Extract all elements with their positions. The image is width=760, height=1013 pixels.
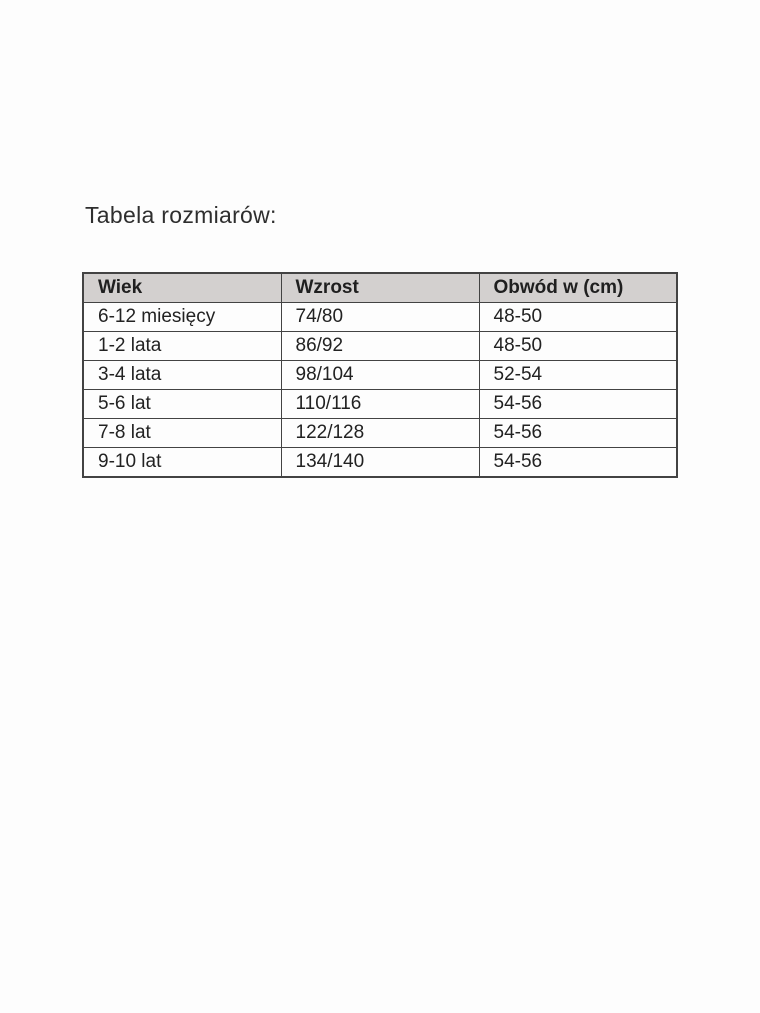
cell-girth: 48-50	[478, 331, 678, 361]
cell-age: 3-4 lata	[82, 360, 282, 390]
cell-girth: 48-50	[478, 302, 678, 332]
size-table-title: Tabela rozmiarów:	[85, 202, 277, 228]
cell-height: 122/128	[280, 418, 480, 448]
cell-height: 110/116	[280, 389, 480, 419]
table-row: 6-12 miesięcy 74/80 48-50	[82, 302, 678, 332]
cell-girth: 54-56	[478, 447, 678, 478]
cell-height: 74/80	[280, 302, 480, 332]
size-table-body: 6-12 miesięcy 74/80 48-50 1-2 lata 86/92…	[82, 302, 678, 478]
cell-height: 86/92	[280, 331, 480, 361]
size-table-header: Wiek Wzrost Obwód w (cm)	[82, 272, 678, 303]
cell-age: 7-8 lat	[82, 418, 282, 448]
cell-height: 134/140	[280, 447, 480, 478]
cell-age: 1-2 lata	[82, 331, 282, 361]
table-row: 9-10 lat 134/140 54-56	[82, 447, 678, 478]
header-cell-obwod: Obwód w (cm)	[478, 272, 678, 303]
table-row: 7-8 lat 122/128 54-56	[82, 418, 678, 448]
cell-age: 9-10 lat	[82, 447, 282, 478]
table-row: 5-6 lat 110/116 54-56	[82, 389, 678, 419]
cell-girth: 54-56	[478, 418, 678, 448]
table-row: 1-2 lata 86/92 48-50	[82, 331, 678, 361]
header-cell-wzrost: Wzrost	[280, 272, 480, 303]
header-cell-wiek: Wiek	[82, 272, 282, 303]
cell-age: 6-12 miesięcy	[82, 302, 282, 332]
cell-age: 5-6 lat	[82, 389, 282, 419]
size-table: Wiek Wzrost Obwód w (cm) 6-12 miesięcy 7…	[82, 272, 678, 478]
cell-height: 98/104	[280, 360, 480, 390]
header-row: Wiek Wzrost Obwód w (cm)	[82, 272, 678, 303]
cell-girth: 54-56	[478, 389, 678, 419]
table-row: 3-4 lata 98/104 52-54	[82, 360, 678, 390]
cell-girth: 52-54	[478, 360, 678, 390]
